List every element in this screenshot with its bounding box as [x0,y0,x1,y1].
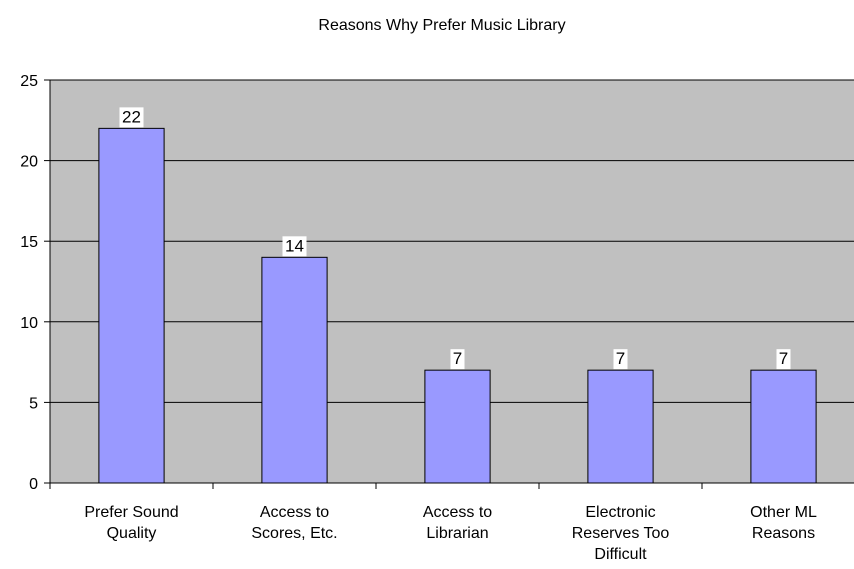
y-tick-label: 20 [20,154,38,171]
data-label: 14 [285,236,304,255]
data-label: 7 [779,349,788,368]
x-category-label: Prefer Sound Quality [84,504,178,542]
y-tick-label: 0 [29,476,38,493]
x-category-label-line: Quality [107,525,157,542]
x-category-label-line: Electronic [585,504,655,521]
data-label-background [613,349,628,370]
x-category-label: Electronic Reserves Too Difficult [572,504,670,563]
x-category-label-line: Scores, Etc. [251,525,337,542]
x-category-label-line: Librarian [426,525,488,542]
x-category-label: Access to Scores, Etc. [251,504,337,542]
x-category-label-line: Access to [423,504,492,521]
x-category-label-line: Reasons [752,525,815,542]
data-label-background [119,107,144,128]
x-category-label-line: Prefer Sound [84,504,178,521]
x-category-label-line: Other ML [750,504,817,521]
y-tick-label: 25 [20,73,38,90]
bar [98,127,165,484]
x-category-label-line: Difficult [594,546,647,563]
chart-title: Reasons Why Prefer Music Library [318,17,565,34]
bar [261,256,328,484]
data-label: 7 [453,349,462,368]
data-label-background [450,349,465,370]
gridlines [50,79,854,403]
data-label: 7 [616,349,625,368]
data-labels: 22 14 7 7 7 [119,107,791,370]
x-category-label-line: Access to [260,504,329,521]
data-label-background [282,236,307,257]
bar [424,369,491,484]
y-tick-label: 5 [29,395,38,412]
data-label-background [776,349,791,370]
y-tick-label: 15 [20,234,38,251]
axes: 0 5 10 15 20 25 Prefer Sound Quality Access to Sc… [20,73,854,563]
y-tick-label: 10 [20,315,38,332]
bar [750,369,817,484]
x-category-label: Other ML Reasons [750,504,817,542]
data-label: 22 [122,107,141,126]
x-category-label-line: Reserves Too [572,525,670,542]
bar [587,369,654,484]
bars [98,127,817,484]
x-category-label: Access to Librarian [423,504,492,542]
